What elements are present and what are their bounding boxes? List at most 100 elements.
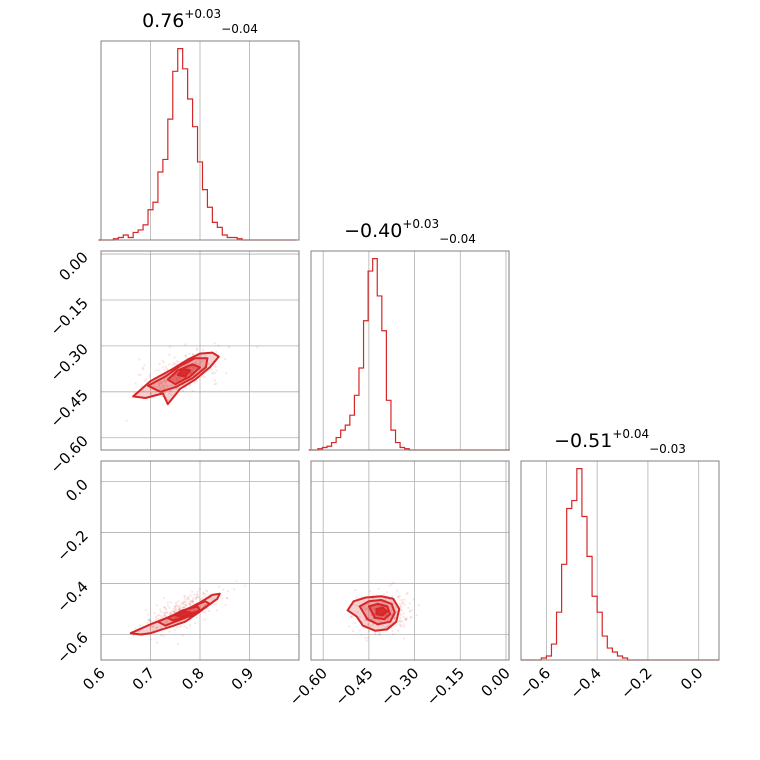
scatter-point [148,620,151,623]
scatter-point [194,597,197,601]
scatter-point [203,375,206,378]
scatter-point [188,601,191,605]
histogram-step-line [521,468,719,661]
scatter-point [139,373,142,376]
scatter-point [194,596,197,600]
scatter-point [213,379,216,382]
scatter-point [168,345,171,348]
scatter-point [383,626,386,630]
scatter-point [367,630,371,633]
scatter-point [166,384,169,387]
scatter-point [159,387,162,390]
scatter-point [398,618,401,621]
scatter-point [244,584,247,587]
panel-hist-1: −0.40+0.03−0.04 [308,217,510,455]
scatter-point [165,611,168,614]
scatter-point [175,360,178,363]
scatter-point [204,355,207,358]
scatter-point [215,382,218,385]
scatter-point [143,379,146,382]
x-tick-label: 0.7 [129,664,159,694]
title-err-minus-0: −0.04 [221,22,258,36]
scatter-point [191,369,194,372]
scatter-point [227,345,231,348]
scatter-point [214,372,217,375]
scatter-point [183,600,186,604]
scatter-point [404,618,407,622]
scatter-point [188,366,191,370]
scatter-point [179,606,182,610]
scatter-point [225,597,228,600]
scatter-point [169,613,172,616]
scatter-point [162,635,165,638]
scatter-point [160,382,163,385]
scatter-point [161,366,164,369]
scatter-point [400,613,403,616]
scatter-point [390,627,393,630]
scatter-point [193,609,196,612]
scatter-point [148,618,151,621]
scatter-point [400,604,403,607]
scatter-point [378,605,381,608]
scatter-point [362,605,365,609]
scatter-point [158,382,161,385]
scatter-point [187,362,190,366]
scatter-point [202,593,205,596]
scatter-point [189,624,192,627]
scatter-point [153,612,156,615]
scatter-point [196,596,199,599]
scatter-point [170,384,173,387]
title-param-0: 0.76+0.03−0.04 [142,7,258,36]
tick-marks [96,481,250,665]
scatter-point [221,597,224,600]
panel-scatter-0-1: 0.00 −0.15−0.30−0.45−0.60 [47,248,300,477]
scatter-point [402,612,405,615]
scatter-point [233,588,236,591]
scatter-point [214,363,217,366]
scatter-point [404,617,407,620]
contour-line-3 [166,363,201,386]
scatter-point [161,359,164,362]
x-tick-labels: 0.6 0.7 0.8 0.9 [79,664,257,694]
tick-marks [323,450,506,455]
scatter-point [354,589,357,592]
scatter-point [405,618,408,621]
scatter-point [398,623,401,626]
scatter-point [400,606,403,610]
panel-hist-0: 0.76+0.03−0.04 [98,7,300,241]
scatter-point [175,377,178,380]
scatter-point [192,608,195,611]
scatter-point [183,605,186,609]
title-median-2: −0.51 [554,430,612,452]
scatter-point [169,601,172,604]
gridlines [100,461,299,660]
scatter-point [174,601,177,604]
scatter-point [191,365,194,368]
scatter-point [196,363,200,366]
scatter-point [171,610,174,613]
scatter-point [401,601,404,604]
title-median-0: 0.76 [142,10,184,32]
scatter-point [366,623,369,626]
scatter-point [372,607,376,611]
scatter-point [211,371,215,374]
scatter-point [400,620,404,623]
scatter-point [204,611,207,614]
scatter-point [408,602,411,605]
scatter-point [163,612,166,615]
scatter-point [181,602,184,605]
scatter-point [158,362,161,365]
scatter-point [198,587,201,591]
scatter-point [175,378,178,382]
scatter-point [351,630,355,633]
scatter-point [213,365,216,368]
scatter-point [175,609,178,612]
scatter-point [168,630,171,633]
contour-line-4 [176,367,192,378]
scatter-point [184,343,187,346]
scatter-point [193,609,196,612]
scatter-point [160,380,163,383]
scatter-point [195,360,198,363]
scatter-point [155,604,158,607]
scatter-point [193,381,197,384]
